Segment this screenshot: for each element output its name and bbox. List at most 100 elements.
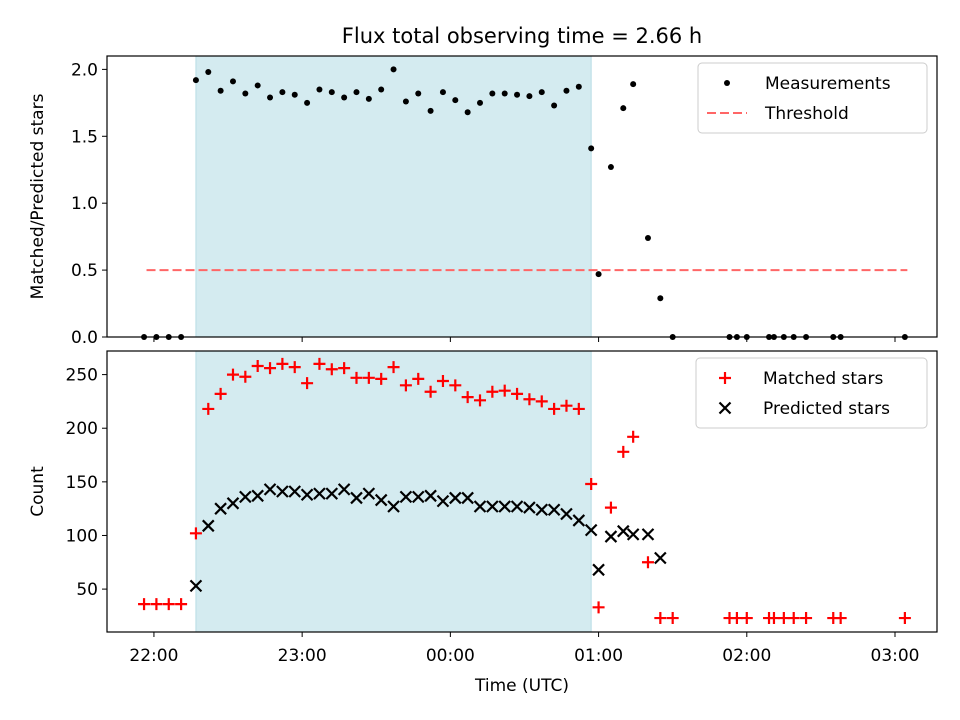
measurement-point — [304, 99, 311, 106]
legend-label: Measurements — [765, 74, 891, 94]
predicted-star-point — [251, 489, 264, 503]
predicted-star-point — [654, 551, 667, 565]
legend: Matched stars Predicted stars — [695, 357, 928, 429]
bottom-panel: 50 100 150 200 250 22:00 23:00 00:00 01:00 02:00 0… — [28, 350, 938, 696]
predicted-star-point — [263, 483, 277, 496]
legend-box — [697, 62, 928, 134]
matched-star-point — [251, 360, 264, 373]
matched-star-point — [313, 357, 326, 370]
measurement-point — [526, 93, 533, 100]
matched-star-point — [641, 556, 654, 569]
matched-star-point — [800, 612, 813, 625]
predicted-star-point — [313, 487, 326, 500]
predicted-star-point — [641, 528, 655, 541]
measurement-point — [229, 78, 236, 85]
y-tick-label: 50 — [76, 580, 98, 600]
predicted-star-point — [226, 497, 240, 510]
predicted-star-point — [276, 485, 289, 498]
predicted-star-point — [202, 519, 215, 533]
measurement-point — [279, 89, 286, 96]
x-axis-label: Time (UTC) — [474, 676, 569, 696]
measurement-point — [365, 95, 372, 102]
predicted-star-point — [239, 490, 252, 504]
measurement-point — [452, 97, 459, 104]
matched-star-point — [498, 384, 511, 397]
measurement-point — [538, 89, 545, 96]
matched-star-point — [449, 379, 462, 392]
y-tick-label: 100 — [66, 526, 98, 546]
measurement-point — [291, 91, 298, 98]
top-panel: 0.0 0.5 1.0 1.5 2.0 Matched/Predicted stars Fl… — [28, 24, 938, 348]
data-series-group — [138, 357, 911, 625]
matched-star-point — [387, 361, 400, 374]
matched-star-point — [424, 385, 437, 398]
measurement-point — [217, 87, 224, 94]
y-tick-label: 250 — [66, 366, 98, 386]
predicted-star-point — [498, 500, 511, 513]
matched-star-point — [604, 501, 617, 514]
matched-star-point — [585, 477, 598, 490]
predicted-star-point — [523, 501, 536, 514]
legend-matched-swatch — [719, 372, 731, 384]
y-axis-label: Matched/Predicted stars — [28, 93, 48, 299]
legend: Measurements Threshold — [697, 62, 928, 134]
predicted-star-point — [604, 530, 618, 543]
x-tick-label: 02:00 — [722, 646, 771, 666]
x-tick-label: 22:00 — [129, 646, 178, 666]
matched-star-point — [214, 387, 227, 400]
matched-star-point — [301, 377, 314, 390]
matched-star-point — [138, 598, 151, 611]
predicted-star-point — [461, 491, 474, 505]
measurement-point — [551, 102, 558, 109]
chart-title: Flux total observing time = 2.66 h — [342, 24, 702, 48]
legend-measurement-swatch — [724, 80, 730, 86]
predicted-star-point — [560, 507, 573, 521]
measurement-point — [489, 90, 496, 97]
predicted-star-point — [189, 579, 203, 593]
matched-star-point — [399, 379, 412, 392]
matched-star-point — [740, 612, 753, 625]
measurement-point — [514, 91, 521, 98]
matched-star-point — [511, 387, 524, 400]
matched-star-point — [461, 391, 474, 404]
matched-star-point — [375, 372, 388, 385]
measurement-point — [316, 86, 323, 93]
y-tick-label: 0.0 — [71, 328, 98, 348]
predicted-star-point — [449, 491, 462, 505]
predicted-star-point — [300, 488, 314, 501]
matched-star-point — [898, 612, 911, 625]
matched-star-point — [834, 612, 847, 625]
matched-star-point — [592, 601, 605, 614]
matched-star-point — [189, 527, 202, 540]
y-tick-label: 150 — [66, 473, 98, 493]
legend-label: Threshold — [764, 104, 849, 124]
matched-star-point — [162, 598, 175, 611]
axes-frame — [106, 350, 938, 633]
matched-star-point — [474, 394, 487, 407]
measurement-point — [328, 89, 335, 96]
matched-star-point — [226, 368, 239, 381]
measurement-point — [341, 94, 348, 101]
legend-predicted-swatch — [718, 401, 732, 415]
matched-star-point — [338, 362, 351, 375]
matched-star-point — [523, 393, 536, 406]
predicted-star-point — [424, 489, 437, 503]
legend-label: Predicted stars — [763, 399, 890, 419]
measurement-point — [630, 81, 637, 88]
y-axis-label: Count — [28, 466, 48, 517]
predicted-star-point — [436, 494, 450, 508]
matched-star-point — [264, 362, 277, 375]
matched-star-point — [654, 612, 667, 625]
matched-star-point — [535, 395, 548, 408]
matched-star-point — [627, 430, 640, 443]
x-tick-label: 01:00 — [574, 646, 623, 666]
observing-interval-band — [195, 350, 592, 633]
predicted-star-point — [510, 500, 524, 513]
predicted-star-point — [411, 490, 425, 504]
x-tick-label: 23:00 — [278, 646, 327, 666]
matched-star-point — [572, 402, 585, 415]
x-tick-label: 03:00 — [871, 646, 920, 666]
measurement-point — [205, 69, 212, 76]
measurement-point — [254, 82, 261, 89]
